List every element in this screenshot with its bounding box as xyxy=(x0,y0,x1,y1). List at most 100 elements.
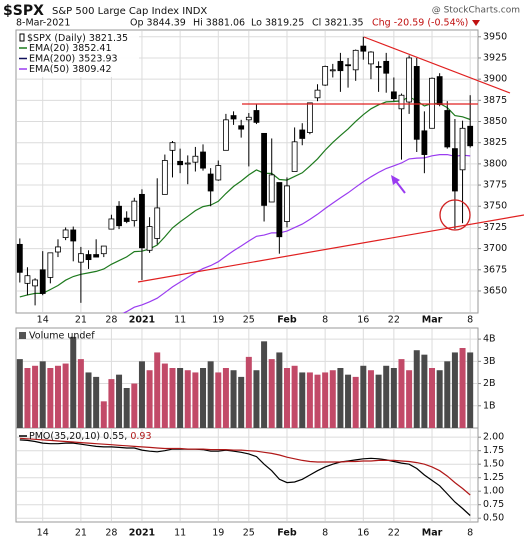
y-tick-label: 2.00 xyxy=(483,432,504,443)
x-tick-label: Feb xyxy=(277,528,297,539)
x-tick-label: 25 xyxy=(243,315,255,326)
legend-part: EMA(50) xyxy=(29,64,72,75)
volume-bar xyxy=(177,368,184,428)
volume-bar xyxy=(360,365,367,428)
x-tick-label: 11 xyxy=(174,315,186,326)
credit: @ StockCharts.com xyxy=(432,6,520,16)
y-tick-label: 3825 xyxy=(483,137,507,148)
x-tick-label: 16 xyxy=(357,528,369,539)
candle-body xyxy=(154,207,161,239)
legend-part: 3821.35 xyxy=(89,33,128,44)
volume-bar xyxy=(451,352,458,428)
x-tick-label: Feb xyxy=(277,315,297,326)
x-tick-label: 14 xyxy=(37,315,49,326)
x-tick-label: 22 xyxy=(388,528,400,539)
x-tick-label: Mar xyxy=(422,315,443,326)
volume-bar xyxy=(299,372,306,428)
candle-body xyxy=(192,155,199,163)
candle-body xyxy=(398,94,405,110)
legend-part: $SPX (Daily) xyxy=(27,33,89,44)
volume-bar xyxy=(345,374,352,428)
candle-body xyxy=(322,66,329,86)
volume-bar xyxy=(116,374,123,428)
y-tick-label: 3950 xyxy=(483,31,507,42)
volume-bar xyxy=(253,370,260,428)
y-tick-label: 3875 xyxy=(483,95,507,106)
candle-body xyxy=(306,102,313,133)
volume-bar xyxy=(131,383,138,428)
volume-bar xyxy=(406,370,413,428)
arrow-head xyxy=(391,175,400,185)
volume-bar xyxy=(138,361,145,428)
y-tick-label: 4B xyxy=(483,334,496,345)
volume-bar xyxy=(261,341,268,428)
quote-change: Chg -20.59 (-0.54%) xyxy=(372,18,468,29)
volume-bar xyxy=(108,379,115,428)
candle-body xyxy=(108,218,115,230)
ema-line xyxy=(122,154,471,313)
volume-bar xyxy=(24,368,31,428)
candle-body xyxy=(100,245,107,255)
volume-bar xyxy=(222,368,229,428)
quote-high: Hi 3881.06 xyxy=(193,18,245,29)
volume-bar xyxy=(322,372,329,428)
volume-bar xyxy=(291,365,298,428)
volume-bar xyxy=(62,363,69,428)
volume-bar xyxy=(329,370,336,428)
legend-entry: EMA(200) 3523.93 xyxy=(29,53,118,64)
volume-bar xyxy=(85,372,92,428)
candle-body xyxy=(223,119,229,151)
candle-body xyxy=(16,243,23,273)
volume-bar xyxy=(421,354,428,428)
y-tick-label: 3675 xyxy=(483,264,507,275)
y-tick-label: 3750 xyxy=(483,201,507,212)
volume-bar xyxy=(390,368,397,428)
candle-body xyxy=(169,142,176,151)
volume-bar xyxy=(47,368,54,428)
x-tick-label: 8 xyxy=(322,528,328,539)
candle-body xyxy=(406,57,413,103)
candle-body xyxy=(245,116,252,121)
x-tick-label: 14 xyxy=(37,528,49,539)
quote-close: Cl 3821.35 xyxy=(312,18,364,29)
volume-bar xyxy=(383,365,390,428)
ema-line xyxy=(19,96,471,298)
volume-bar xyxy=(375,374,382,428)
trend-line xyxy=(363,36,511,94)
candle-body xyxy=(93,254,100,258)
symbol: $SPX xyxy=(3,3,44,19)
quote-open: Op 3844.39 xyxy=(130,18,186,29)
volume-bar xyxy=(123,388,130,428)
legend-part: 3809.42 xyxy=(72,64,111,75)
candle-body xyxy=(131,200,138,222)
x-tick-label: 19 xyxy=(212,315,224,326)
y-tick-label: 1.25 xyxy=(483,472,504,483)
y-tick-label: 0.50 xyxy=(483,513,504,524)
candles xyxy=(16,36,474,313)
quote-low: Lo 3819.25 xyxy=(251,18,304,29)
volume-bar xyxy=(161,363,168,428)
price-panel xyxy=(15,29,479,314)
candle-body xyxy=(291,141,298,172)
y-tick-label: 3850 xyxy=(483,116,507,127)
volume-bar xyxy=(429,368,436,428)
y-tick-label: 3B xyxy=(483,356,496,367)
candle-body xyxy=(32,279,38,287)
index-name: S&P 500 Large Cap Index INDX xyxy=(52,6,207,17)
volume-bar xyxy=(146,370,153,428)
candle-body xyxy=(261,132,267,206)
y-tick-label: 3800 xyxy=(483,158,507,169)
x-tick-label: 21 xyxy=(75,528,87,539)
volume-bar xyxy=(54,365,61,428)
candle-body xyxy=(238,125,245,130)
legend-icon xyxy=(19,33,25,42)
volume-title: Volume undef xyxy=(29,331,95,342)
candle-body xyxy=(352,49,359,71)
volume-bar xyxy=(100,401,107,428)
candle-body xyxy=(345,64,351,67)
legend-part: 0.93 xyxy=(130,431,151,442)
x-tick-label: 19 xyxy=(212,528,224,539)
candle-body xyxy=(360,45,367,52)
y-tick-label: 1.00 xyxy=(483,486,504,497)
